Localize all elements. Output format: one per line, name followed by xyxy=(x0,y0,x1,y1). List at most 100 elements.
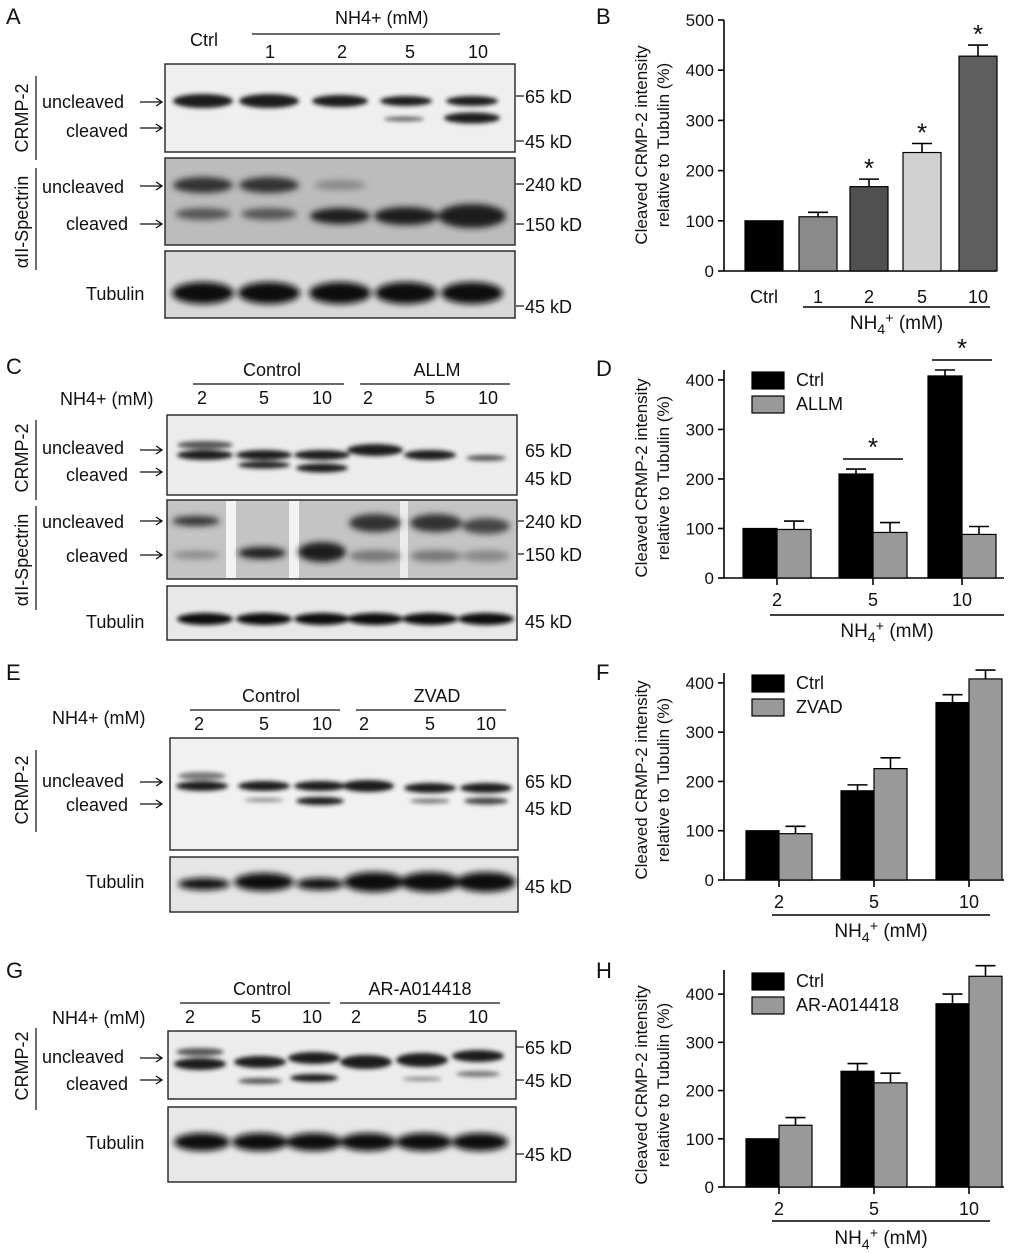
significance-star: * xyxy=(973,19,983,49)
x-tick-label: 5 xyxy=(869,892,879,912)
cleaved-label: cleaved xyxy=(66,214,128,234)
bar xyxy=(798,216,838,272)
panel-c: C Control ALLM NH4+ (mM) 2 5 10 2 5 10 u… xyxy=(6,354,582,641)
y-tick-label: 300 xyxy=(686,111,714,130)
panel-e: E Control ZVAD NH4+ (mM) 2 5 10 2 5 10 u… xyxy=(6,660,572,913)
x-tick-label: 5 xyxy=(869,1199,879,1219)
cleaved-label: cleaved xyxy=(66,546,128,566)
ctrl-lane-label: Ctrl xyxy=(190,30,218,50)
spectrin-label: αII-Spectrin xyxy=(12,514,32,606)
bar-ctrl xyxy=(935,701,970,881)
lane-label: 2 xyxy=(185,1007,195,1027)
uncleaved-arrow xyxy=(140,97,164,107)
crmp2-label: CRMP-2 xyxy=(12,423,32,492)
lane-label: 5 xyxy=(405,42,415,62)
bar xyxy=(902,151,942,272)
legend-label: ZVAD xyxy=(796,697,843,717)
x-tick-label: 10 xyxy=(959,892,979,912)
crmp2-bands xyxy=(177,441,506,473)
uncleaved-arrow xyxy=(140,181,164,191)
y-axis-label: Cleaved CRMP-2 intensity xyxy=(632,45,651,245)
panel-letter-d: D xyxy=(596,356,612,381)
y-axis-label: relative to Tubulin (%) xyxy=(654,698,673,862)
legend-label: Ctrl xyxy=(796,370,824,390)
lane-label: 5 xyxy=(251,1007,261,1027)
bar-ctrl xyxy=(840,790,875,881)
kd-marker: 65 kD xyxy=(525,772,572,792)
legend-swatch xyxy=(751,395,785,414)
kd-marker: 45 kD xyxy=(525,1145,572,1165)
significance-star: * xyxy=(917,117,927,147)
tubulin-bands xyxy=(174,1133,508,1151)
lane-label: 5 xyxy=(259,714,269,734)
crmp2-label: CRMP-2 xyxy=(12,83,32,152)
group-label: Control xyxy=(243,360,301,380)
tubulin-bands xyxy=(172,282,503,304)
group-label: Control xyxy=(233,979,291,999)
panel-letter-f: F xyxy=(596,660,609,685)
bar-ctrl xyxy=(927,375,963,579)
bar xyxy=(958,55,998,272)
panel-g: G Control AR-A014418 NH4+ (mM) 2 5 10 2 … xyxy=(6,958,572,1183)
significance-star: * xyxy=(864,153,874,183)
crmp2-label: CRMP-2 xyxy=(12,755,32,824)
treatment-label: NH4+ (mM) xyxy=(335,8,429,28)
x-tick-label: 2 xyxy=(864,287,874,307)
y-tick-label: 400 xyxy=(686,371,714,390)
y-tick-label: 0 xyxy=(705,1178,714,1197)
uncleaved-label: uncleaved xyxy=(42,771,124,791)
tubulin-label: Tubulin xyxy=(86,872,144,892)
cleaved-arrow xyxy=(140,467,164,477)
spectrin-bands xyxy=(172,514,510,562)
lane-label: 10 xyxy=(312,388,332,408)
y-tick-label: 300 xyxy=(686,420,714,439)
kd-marker: 45 kD xyxy=(525,297,572,317)
legend-swatch xyxy=(751,698,785,717)
uncleaved-arrow xyxy=(140,445,164,455)
bar-ar-a014418 xyxy=(873,1082,908,1188)
bar xyxy=(849,186,889,272)
y-axis-label: relative to Tubulin (%) xyxy=(654,63,673,227)
tubulin-label: Tubulin xyxy=(86,1133,144,1153)
y-axis-label: Cleaved CRMP-2 intensity xyxy=(632,680,651,880)
lane-label: 2 xyxy=(351,1007,361,1027)
bar-ctrl xyxy=(935,1003,970,1188)
group-label: AR-A014418 xyxy=(368,979,471,999)
gel-gap xyxy=(226,501,236,578)
spectrin-blot xyxy=(166,499,518,580)
bar-ctrl xyxy=(838,473,874,579)
bar-ctrl xyxy=(745,1138,780,1188)
tubulin-blot xyxy=(166,585,518,641)
tubulin-bands xyxy=(178,872,516,892)
bar-allm xyxy=(776,528,812,579)
kd-marker: 65 kD xyxy=(525,441,572,461)
legend-swatch xyxy=(751,674,785,693)
crmp2-label: CRMP-2 xyxy=(12,1031,32,1100)
group-label: Control xyxy=(242,686,300,706)
bar-ctrl xyxy=(840,1070,875,1188)
kd-marker: 240 kD xyxy=(525,512,582,532)
kd-marker: 45 kD xyxy=(525,469,572,489)
lane-label: 10 xyxy=(468,1007,488,1027)
y-tick-label: 0 xyxy=(705,262,714,281)
bar-zvad xyxy=(968,678,1003,881)
legend-label: Ctrl xyxy=(796,971,824,991)
x-axis-label: NH4+ (mM) xyxy=(834,918,927,945)
uncleaved-label: uncleaved xyxy=(42,177,124,197)
y-tick-label: 200 xyxy=(686,162,714,181)
panel-letter-b: B xyxy=(596,4,611,29)
panel-letter-g: G xyxy=(6,958,23,983)
x-tick-label: 10 xyxy=(952,590,972,610)
legend-swatch xyxy=(751,996,785,1015)
bar-ctrl xyxy=(745,830,780,881)
spectrin-label: αII-Spectrin xyxy=(12,176,32,268)
cleaved-label: cleaved xyxy=(66,795,128,815)
crmp2-blot xyxy=(169,737,519,851)
gel-gap xyxy=(289,501,299,578)
panel-letter-c: C xyxy=(6,354,22,379)
lane-label: 2 xyxy=(363,388,373,408)
y-tick-label: 100 xyxy=(686,212,714,231)
x-tick-label: 2 xyxy=(772,590,782,610)
y-tick-label: 200 xyxy=(686,470,714,489)
